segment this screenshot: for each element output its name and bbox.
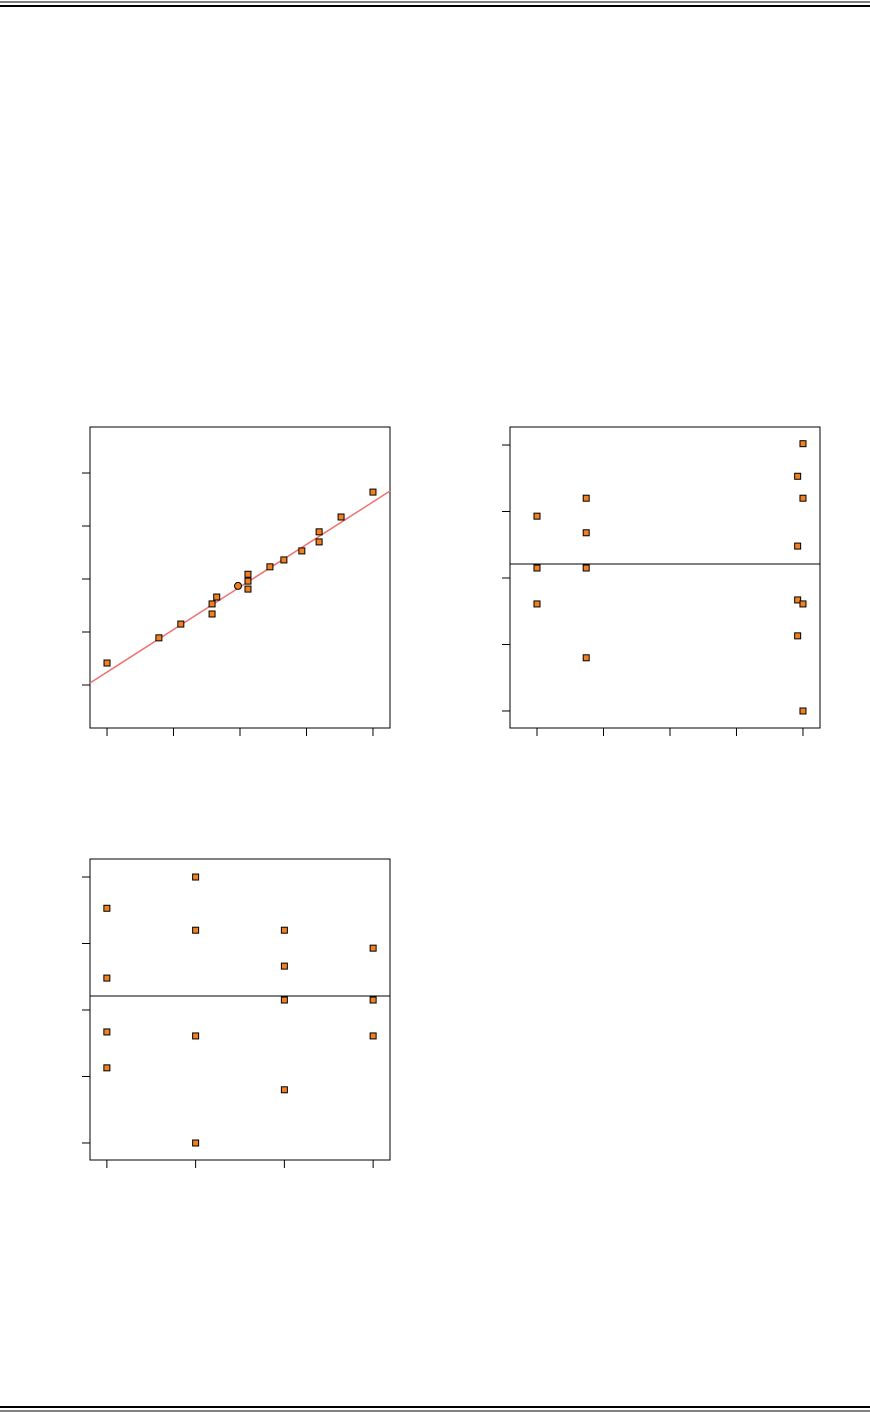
data-point xyxy=(208,610,216,618)
data-point xyxy=(315,528,323,536)
data-point xyxy=(582,494,590,502)
data-point xyxy=(280,556,288,564)
data-point xyxy=(208,600,216,608)
data-point xyxy=(582,529,590,537)
data-point xyxy=(177,620,185,628)
data-point xyxy=(582,654,590,662)
data-point xyxy=(799,494,807,502)
data-point xyxy=(234,581,243,590)
data-point xyxy=(533,512,541,520)
data-point xyxy=(533,564,541,572)
data-point xyxy=(266,563,274,571)
data-point xyxy=(799,440,807,448)
data-point xyxy=(155,634,163,642)
data-point xyxy=(799,707,807,715)
data-point xyxy=(298,547,306,555)
data-point xyxy=(103,974,111,982)
data-point xyxy=(103,659,111,667)
data-point xyxy=(794,632,802,640)
data-point xyxy=(244,577,252,585)
plot-frame xyxy=(89,858,391,1161)
data-point xyxy=(280,996,288,1004)
data-point xyxy=(280,1086,288,1094)
data-point xyxy=(103,1028,111,1036)
data-point xyxy=(337,513,345,521)
data-point xyxy=(192,1032,200,1040)
data-point xyxy=(533,600,541,608)
data-point xyxy=(582,564,590,572)
data-point xyxy=(244,570,252,578)
data-point xyxy=(244,585,252,593)
data-point xyxy=(369,996,377,1004)
data-point xyxy=(192,873,200,881)
data-point xyxy=(369,488,377,496)
data-point xyxy=(103,1064,111,1072)
data-point xyxy=(369,1032,377,1040)
data-point xyxy=(799,600,807,608)
data-point xyxy=(280,926,288,934)
data-point xyxy=(315,538,323,546)
data-point xyxy=(369,944,377,952)
data-point xyxy=(794,472,802,480)
plot-frame xyxy=(509,426,821,729)
data-point xyxy=(192,1139,200,1147)
data-point xyxy=(280,962,288,970)
data-point xyxy=(192,926,200,934)
data-point xyxy=(794,542,802,550)
plot-frame xyxy=(89,426,391,729)
data-point xyxy=(103,904,111,912)
data-point xyxy=(794,596,802,604)
data-point xyxy=(213,593,221,601)
